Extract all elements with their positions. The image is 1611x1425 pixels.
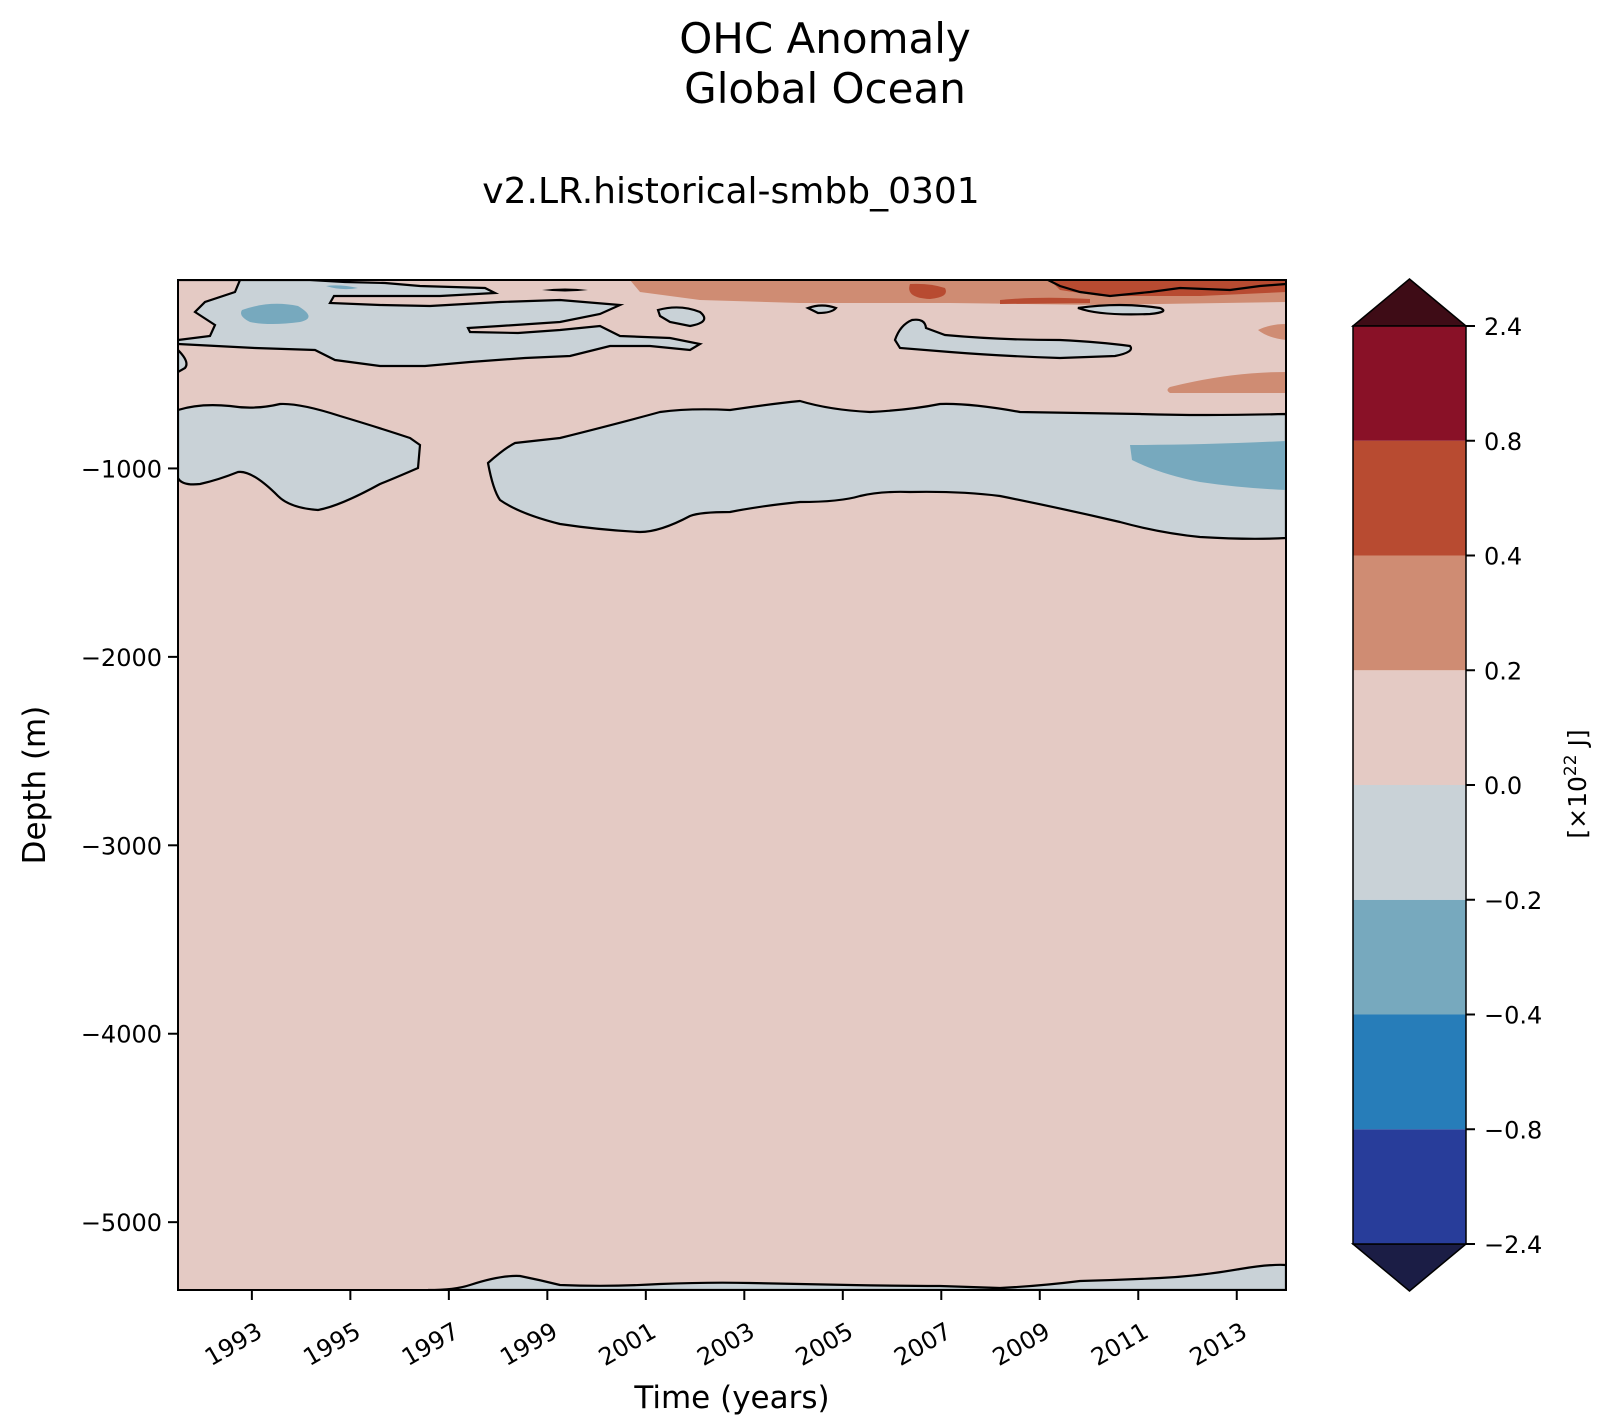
x-tick-label: 2001 bbox=[594, 1317, 661, 1372]
contour-warm-small bbox=[542, 288, 588, 292]
colorbar: −2.4 −0.8 −0.4 −0.2 0.0 0.2 0.4 0.8 2.4 bbox=[1350, 278, 1542, 1292]
chart-title-line-2: Global Ocean bbox=[684, 64, 966, 113]
cool-region-upper-2002 bbox=[656, 306, 706, 328]
x-axis-label: Time (years) bbox=[633, 1380, 829, 1416]
cool-region-upper-2005 bbox=[805, 304, 838, 315]
x-tick-label: 1995 bbox=[298, 1317, 365, 1372]
x-axis: 1993 1995 1997 1999 2001 2003 2005 2007 2009 2011… bbox=[200, 1290, 1252, 1372]
cool-region-upper-2010 bbox=[1077, 303, 1165, 316]
y-tick-label: −4000 bbox=[81, 1021, 162, 1049]
colorbar-extend-min bbox=[1350, 1243, 1469, 1292]
y-tick-label: −5000 bbox=[81, 1209, 162, 1237]
plot-frame bbox=[177, 279, 1287, 1291]
colorbar-label-unit: J] bbox=[1563, 729, 1592, 754]
x-tick-label: 1997 bbox=[397, 1317, 464, 1372]
cool-region-upper-2007 bbox=[893, 318, 1133, 360]
x-tick-label: 2007 bbox=[889, 1317, 956, 1372]
warm-region-subsurface-east bbox=[1167, 372, 1286, 393]
colorbar-label-base: [×10 bbox=[1563, 776, 1592, 839]
colorbar-tick-label: −2.4 bbox=[1484, 1231, 1542, 1259]
x-tick-label: 2005 bbox=[791, 1317, 858, 1372]
colorbar-tick-label: −0.8 bbox=[1484, 1116, 1542, 1144]
x-tick-label: 2013 bbox=[1185, 1317, 1252, 1372]
x-tick-label: 2011 bbox=[1086, 1317, 1153, 1372]
warm-region-strong-1 bbox=[1050, 280, 1286, 296]
x-tick-label: 1999 bbox=[495, 1317, 562, 1372]
contour-warm-east bbox=[1047, 280, 1286, 298]
cool-region-bottom bbox=[427, 1263, 1286, 1290]
cool-region-mid-west bbox=[178, 402, 422, 512]
colorbar-tick-label: 0.0 bbox=[1484, 772, 1522, 800]
y-tick-label: −1000 bbox=[81, 455, 162, 483]
colorbar-tick-label: 0.8 bbox=[1484, 428, 1522, 456]
colorbar-extend-max bbox=[1350, 278, 1469, 327]
cool-region-upper-west-notch bbox=[178, 348, 188, 374]
cool-region-upper-strong bbox=[241, 303, 309, 324]
y-axis: −1000 −2000 −3000 −4000 −5000 bbox=[81, 455, 178, 1237]
colorbar-bin bbox=[1353, 670, 1466, 785]
x-tick-label: 2009 bbox=[988, 1317, 1055, 1372]
colorbar-tick-label: 0.4 bbox=[1484, 543, 1522, 571]
colorbar-bin bbox=[1353, 1129, 1466, 1244]
cool-region-upper bbox=[178, 280, 704, 368]
colorbar-tick-label: 0.2 bbox=[1484, 657, 1522, 685]
colorbar-bin bbox=[1353, 1014, 1466, 1130]
chart-subtitle: v2.LR.historical-smbb_0301 bbox=[482, 171, 979, 212]
colorbar-bin bbox=[1353, 785, 1466, 900]
plot-area bbox=[178, 280, 1286, 1290]
cool-region-upper-strong-small bbox=[326, 285, 358, 290]
x-tick-label: 2003 bbox=[692, 1317, 759, 1372]
warm-region-strong-2 bbox=[909, 283, 946, 299]
y-tick-label: −3000 bbox=[81, 832, 162, 860]
cool-region-mid-east bbox=[486, 399, 1286, 540]
colorbar-label: [×1022 J] bbox=[1561, 729, 1592, 838]
warm-region-east-small bbox=[1258, 324, 1286, 340]
colorbar-tick-label: −0.2 bbox=[1484, 887, 1542, 915]
colorbar-bin bbox=[1353, 440, 1466, 556]
colorbar-bin bbox=[1353, 555, 1466, 671]
colorbar-bin bbox=[1353, 899, 1466, 1015]
warm-region-strong-3 bbox=[1000, 297, 1090, 304]
colorbar-tick-label: 2.4 bbox=[1484, 313, 1522, 341]
cool-region-mid-east-strong bbox=[1130, 441, 1286, 490]
y-axis-label: Depth (m) bbox=[17, 706, 53, 865]
x-tick-label: 1993 bbox=[200, 1317, 267, 1372]
y-tick-label: −2000 bbox=[81, 644, 162, 672]
colorbar-tick-label: −0.4 bbox=[1484, 1002, 1542, 1030]
chart-title-line-1: OHC Anomaly bbox=[679, 14, 971, 63]
colorbar-label-exponent: 22 bbox=[1561, 754, 1581, 776]
colorbar-bin bbox=[1353, 326, 1466, 441]
